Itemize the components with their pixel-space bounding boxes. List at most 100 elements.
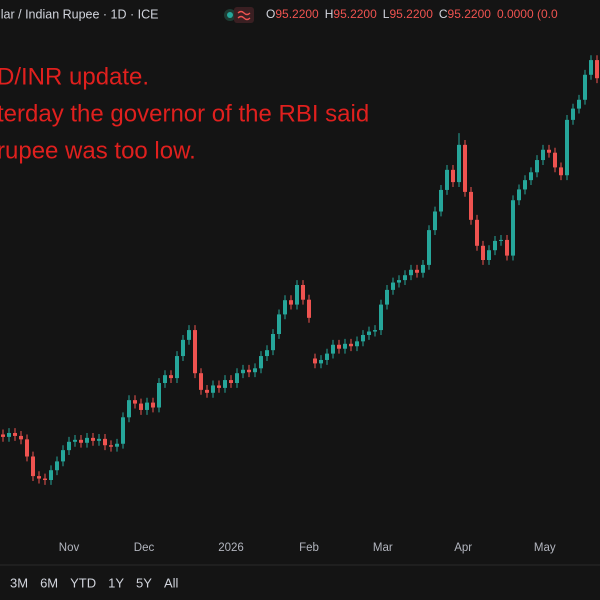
candle-body: [157, 383, 161, 408]
candle-body: [181, 339, 185, 357]
candle-body: [289, 300, 293, 305]
candle-body: [547, 149, 551, 153]
candle-body: [439, 189, 443, 212]
candle-body: [49, 470, 53, 481]
candle-body: [559, 167, 563, 176]
candle-body: [13, 432, 17, 436]
candle-body: [451, 169, 455, 183]
candle-body: [1, 434, 5, 437]
candle-body: [133, 400, 137, 404]
candle-body: [67, 441, 71, 451]
candle-body: [427, 230, 431, 265]
wave-icon-bg: [234, 7, 254, 23]
candle-body: [145, 402, 149, 410]
candle-body: [481, 245, 485, 261]
candle-body: [205, 389, 209, 393]
ohlc-value: 95.2200: [333, 7, 377, 21]
candle-body: [355, 341, 359, 347]
symbol: llar / Indian Rupee · 1D · ICE: [0, 7, 159, 21]
candle-body: [229, 380, 233, 383]
candle-body: [301, 285, 305, 300]
candle-body: [403, 275, 407, 281]
candle-body: [349, 343, 353, 347]
candle-body: [295, 285, 299, 305]
candle-body: [409, 269, 413, 276]
change: 0.0000 (0.0: [497, 7, 558, 21]
range-button[interactable]: 5Y: [136, 575, 152, 590]
candle-body: [283, 300, 287, 315]
status-dot: [227, 12, 233, 18]
candle-body: [463, 144, 467, 192]
candle-body: [487, 250, 491, 261]
candle-body: [199, 373, 203, 390]
candle-body: [7, 432, 11, 437]
candle-body: [175, 356, 179, 379]
ohlc-key: O: [266, 7, 275, 21]
candle-body: [565, 119, 569, 176]
candle-body: [79, 439, 83, 443]
range-button[interactable]: 6M: [40, 575, 58, 590]
candle-body: [499, 239, 503, 241]
candle-body: [73, 439, 77, 442]
x-tick-label: Dec: [134, 542, 155, 554]
candle-body: [397, 280, 401, 283]
candle-body: [373, 330, 377, 332]
candle-body: [457, 144, 461, 183]
candle-body: [139, 403, 143, 410]
candle-body: [265, 350, 269, 357]
ohlc-value: 95.2200: [275, 7, 319, 21]
candle-body: [277, 314, 281, 334]
candle-body: [523, 180, 527, 190]
candle-body: [55, 461, 59, 471]
range-button[interactable]: 3M: [10, 575, 28, 590]
ohlc-value: 95.2200: [448, 7, 492, 21]
candle-body: [241, 369, 245, 374]
wave-icon: [237, 10, 251, 21]
candle-body: [415, 269, 419, 273]
annotation-line: terday the governor of the RBI said: [0, 100, 369, 127]
candle-body: [127, 400, 131, 418]
candle-body: [529, 172, 533, 181]
candle-body: [511, 200, 515, 256]
candle-body: [535, 160, 539, 173]
candle-body: [217, 385, 221, 388]
candle-body: [571, 108, 575, 120]
x-tick-label: Nov: [59, 542, 80, 554]
candle-body: [595, 60, 599, 79]
candle-body: [313, 358, 317, 364]
candle-body: [361, 334, 365, 342]
candle-body: [187, 330, 191, 340]
candle-body: [109, 445, 113, 447]
candle-body: [553, 152, 557, 168]
candle-body: [475, 219, 479, 246]
candle-body: [97, 438, 101, 441]
candle-body: [223, 380, 227, 388]
range-button[interactable]: 1Y: [108, 575, 124, 590]
candle-body: [43, 478, 47, 481]
ohlc-key: C: [439, 7, 448, 21]
x-tick-label: Mar: [373, 542, 393, 554]
candle-body: [541, 149, 545, 161]
candle-body: [115, 443, 119, 447]
candle-body: [379, 304, 383, 331]
annotation-line: rupee was too low.: [0, 137, 196, 164]
candle-body: [91, 437, 95, 441]
candle-body: [577, 99, 581, 109]
range-button[interactable]: YTD: [70, 575, 96, 590]
candle-body: [307, 299, 311, 318]
candle-body: [367, 331, 371, 335]
range-button[interactable]: All: [164, 575, 179, 590]
candle-body: [325, 353, 329, 360]
x-tick-label: Feb: [299, 542, 319, 554]
candle-body: [31, 456, 35, 477]
candle-body: [589, 60, 593, 75]
candle-body: [391, 282, 395, 290]
candle-body: [469, 191, 473, 220]
ohlc-value: 95.2200: [389, 7, 433, 21]
candle-body: [235, 373, 239, 383]
candle-body: [103, 438, 107, 446]
candle-body: [385, 289, 389, 305]
x-tick-label: May: [534, 542, 556, 554]
